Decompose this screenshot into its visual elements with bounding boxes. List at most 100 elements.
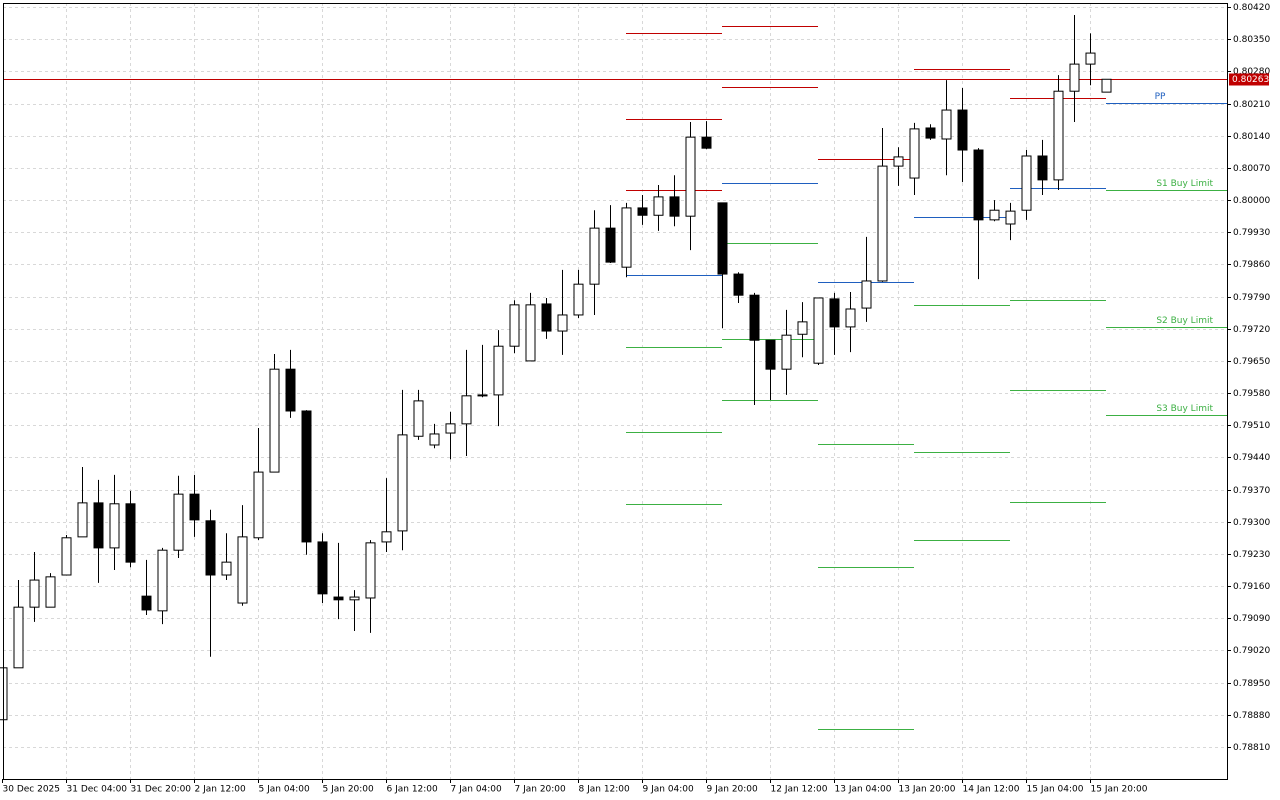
candle-body <box>461 395 472 425</box>
x-tick-label: 15 Jan 20:00 <box>1091 785 1148 795</box>
y-tick-label: 0.78810 <box>1233 743 1270 753</box>
candle-body <box>525 304 536 362</box>
last-price-box <box>1229 73 1269 86</box>
y-tick-label: 0.79300 <box>1233 518 1270 528</box>
candle-body <box>493 345 504 396</box>
x-tick-label: 15 Jan 04:00 <box>1027 785 1084 795</box>
candle-body <box>621 207 632 268</box>
x-tick-label: 8 Jan 12:00 <box>579 785 631 795</box>
candle-body <box>429 433 440 446</box>
candle-body <box>637 207 648 216</box>
candle-body <box>605 227 616 263</box>
y-tick-label: 0.79440 <box>1233 453 1270 463</box>
y-tick-label: 0.80420 <box>1233 3 1270 13</box>
candle-body <box>733 273 744 296</box>
candle-body <box>1021 155 1032 211</box>
candle-body <box>269 368 280 473</box>
y-tick-label: 0.79370 <box>1233 486 1270 496</box>
x-tick-label: 31 Dec 04:00 <box>67 785 128 795</box>
candle-body <box>717 202 728 275</box>
candle-body <box>797 321 808 335</box>
x-tick-label: 5 Jan 04:00 <box>259 785 311 795</box>
candle-body <box>45 576 56 608</box>
candle-body <box>893 156 904 167</box>
candle-body <box>989 209 1000 221</box>
x-tick-label: 13 Jan 04:00 <box>835 785 892 795</box>
x-tick-label: 31 Dec 20:00 <box>131 785 192 795</box>
candle-body <box>765 339 776 370</box>
grid <box>3 3 1227 779</box>
y-tick-label: 0.79020 <box>1233 646 1270 656</box>
last-price-label: 0.80263 <box>1232 75 1269 85</box>
candle-body <box>109 503 120 549</box>
candle-body <box>189 493 200 521</box>
x-tick-label: 9 Jan 20:00 <box>707 785 759 795</box>
candle-body <box>781 334 792 370</box>
candle-body <box>205 520 216 576</box>
candle-body <box>349 596 360 601</box>
level-label: S1 Buy Limit <box>1156 179 1213 189</box>
candle-body <box>285 368 296 412</box>
candle-body <box>445 423 456 434</box>
candle-body <box>397 434 408 532</box>
candle-body <box>1069 63 1080 92</box>
candle-body <box>13 606 24 669</box>
y-tick-label: 0.79160 <box>1233 582 1270 592</box>
y-tick-label: 0.80280 <box>1233 67 1270 77</box>
candle-body <box>957 109 968 151</box>
candle-body <box>909 128 920 179</box>
candle-body <box>333 596 344 601</box>
y-tick-label: 0.80210 <box>1233 100 1270 110</box>
y-tick-label: 0.79930 <box>1233 228 1270 238</box>
candle-body <box>1005 210 1016 225</box>
candle-body <box>557 314 568 332</box>
candle-body <box>1053 90 1064 181</box>
level-label: PP <box>1155 92 1166 102</box>
candle-body <box>29 579 40 608</box>
candle-body <box>125 503 136 563</box>
candle-body <box>845 308 856 328</box>
candle-body <box>237 536 248 604</box>
candle-body <box>973 149 984 221</box>
x-tick-label: 7 Jan 04:00 <box>451 785 503 795</box>
candle-body <box>669 196 680 217</box>
candle-body <box>941 109 952 140</box>
x-tick-label: 7 Jan 20:00 <box>515 785 567 795</box>
x-tick-label: 12 Jan 12:00 <box>771 785 828 795</box>
axes: 0.80420 0.80350 0.80280 0.80210 0.80140 0.800… <box>2 3 1270 795</box>
y-tick-label: 0.80350 <box>1233 35 1270 45</box>
candle-body <box>317 541 328 595</box>
x-tick-label: 2 Jan 12:00 <box>195 785 247 795</box>
candle-body <box>685 136 696 217</box>
y-tick-label: 0.79860 <box>1233 260 1270 270</box>
candle-body <box>877 165 888 282</box>
y-tick-label: 0.80070 <box>1233 164 1270 174</box>
y-tick-label: 0.79580 <box>1233 389 1270 399</box>
candle-body <box>1085 52 1096 65</box>
y-tick-label: 0.80000 <box>1233 196 1270 206</box>
candle-body <box>1037 155 1048 181</box>
x-tick-label: 6 Jan 12:00 <box>387 785 439 795</box>
x-tick-label: 14 Jan 12:00 <box>963 785 1020 795</box>
candle-body <box>301 410 312 543</box>
candle-body <box>653 196 664 216</box>
candle-body <box>573 283 584 316</box>
candle-body <box>157 549 168 612</box>
candle-body <box>749 294 760 341</box>
y-tick-label: 0.79790 <box>1233 293 1270 303</box>
y-tick-label: 0.79720 <box>1233 325 1270 335</box>
candle-body <box>221 561 232 576</box>
x-tick-label: 9 Jan 04:00 <box>643 785 695 795</box>
candle-body <box>173 493 184 551</box>
level-label: S2 Buy Limit <box>1156 316 1213 326</box>
candle-body <box>77 502 88 538</box>
candle-body <box>509 304 520 347</box>
candle-body <box>365 542 376 599</box>
candles <box>0 14 1112 721</box>
y-tick-label: 0.78950 <box>1233 679 1270 689</box>
level-label: S3 Buy Limit <box>1156 404 1213 414</box>
y-tick-label: 0.79650 <box>1233 357 1270 367</box>
candle-body <box>1101 78 1112 93</box>
candle-body <box>861 280 872 309</box>
